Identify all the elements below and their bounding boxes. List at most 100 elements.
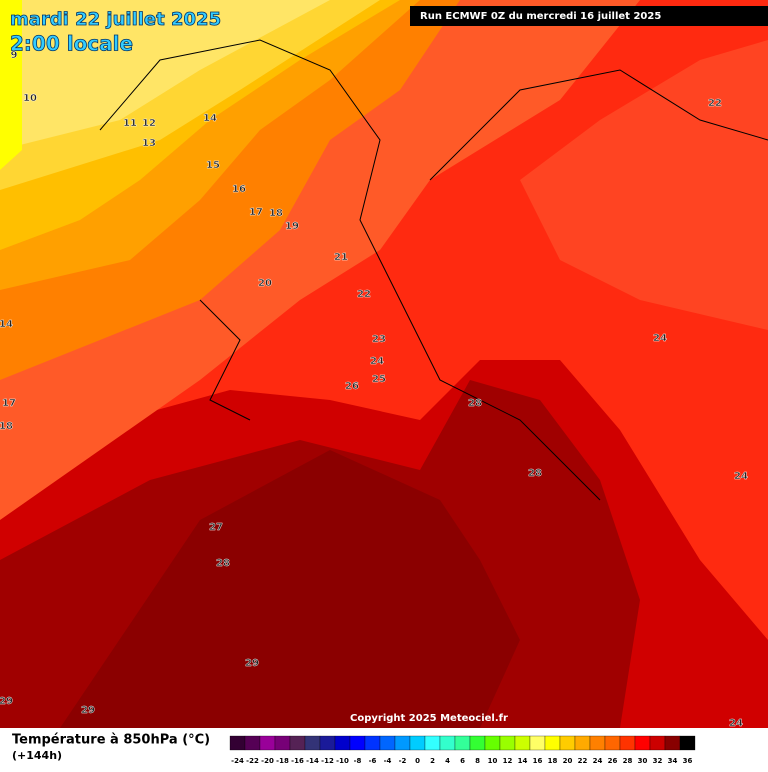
contour-label: 12 xyxy=(142,118,156,129)
legend-swatch xyxy=(364,735,381,751)
footer-title: Température à 850hPa (°C) xyxy=(12,733,210,748)
contour-label: 24 xyxy=(653,333,667,344)
legend-label: 8 xyxy=(475,757,480,765)
legend-label: -14 xyxy=(306,757,319,765)
contour-label: 16 xyxy=(232,184,246,195)
contour-label: 19 xyxy=(285,221,299,232)
contour-label: 9 xyxy=(11,50,18,61)
legend-swatch xyxy=(604,735,621,751)
legend-swatch xyxy=(439,735,456,751)
legend-swatch xyxy=(634,735,651,751)
contour-label: 18 xyxy=(0,421,13,432)
legend-swatch xyxy=(274,735,291,751)
legend-swatch xyxy=(544,735,561,751)
contour-label: 22 xyxy=(357,289,371,300)
legend-swatch xyxy=(379,735,396,751)
contour-label: 24 xyxy=(734,471,748,482)
contour-label: 27 xyxy=(209,522,223,533)
contour-label: 23 xyxy=(372,334,386,345)
legend-label: -6 xyxy=(369,757,377,765)
contour-label: 29 xyxy=(81,705,95,716)
legend-label: 22 xyxy=(578,757,588,765)
contour-label: 24 xyxy=(729,718,743,729)
contour-label: 14 xyxy=(0,319,13,330)
contour-label: 13 xyxy=(142,138,156,149)
contour-label: 28 xyxy=(216,558,230,569)
legend-label: -10 xyxy=(336,757,349,765)
legend-label: 28 xyxy=(623,757,633,765)
contour-label: 21 xyxy=(334,252,348,263)
legend-swatch xyxy=(454,735,471,751)
contour-label: 29 xyxy=(245,658,259,669)
legend-swatch xyxy=(619,735,636,751)
contour-label: 10 xyxy=(23,93,37,104)
legend-swatch xyxy=(499,735,516,751)
footer-lead: (+144h) xyxy=(12,749,62,762)
legend-label: 36 xyxy=(683,757,693,765)
contour-label: 29 xyxy=(0,696,13,707)
legend-label: -18 xyxy=(276,757,289,765)
legend-label: 32 xyxy=(653,757,663,765)
legend-swatch xyxy=(304,735,321,751)
legend-label: 18 xyxy=(548,757,558,765)
legend-swatch xyxy=(484,735,501,751)
legend-swatch xyxy=(424,735,441,751)
legend-swatch xyxy=(514,735,531,751)
legend-swatch xyxy=(649,735,666,751)
legend-swatch xyxy=(679,735,696,751)
legend-swatch xyxy=(289,735,306,751)
legend-label: 0 xyxy=(415,757,420,765)
map-time: 2:00 locale xyxy=(10,32,133,56)
legend-swatch xyxy=(394,735,411,751)
legend-label: 6 xyxy=(460,757,465,765)
legend-label: 30 xyxy=(638,757,648,765)
legend-swatch xyxy=(259,735,276,751)
legend-label: 10 xyxy=(488,757,498,765)
legend-label: -16 xyxy=(291,757,304,765)
map-date: mardi 22 juillet 2025 xyxy=(10,9,221,30)
legend-swatch xyxy=(334,735,351,751)
contour-label: 18 xyxy=(269,208,283,219)
legend-label: 26 xyxy=(608,757,618,765)
legend-swatch xyxy=(529,735,546,751)
legend-label: -4 xyxy=(384,757,392,765)
legend-swatch xyxy=(349,735,366,751)
legend-label: -20 xyxy=(261,757,274,765)
contour-label: 26 xyxy=(345,381,359,392)
legend-label: 14 xyxy=(518,757,528,765)
contour-label: 28 xyxy=(468,398,482,409)
legend-swatch xyxy=(409,735,426,751)
copyright: Copyright 2025 Meteociel.fr xyxy=(350,713,508,724)
contour-label: 11 xyxy=(123,118,137,129)
legend-label: 20 xyxy=(563,757,573,765)
contour-label: 17 xyxy=(2,398,16,409)
legend-swatch xyxy=(319,735,336,751)
legend-swatch xyxy=(229,735,246,751)
contour-label: 17 xyxy=(249,207,263,218)
legend-swatch xyxy=(589,735,606,751)
legend-swatch xyxy=(664,735,681,751)
legend-swatch xyxy=(244,735,261,751)
legend-label: 16 xyxy=(533,757,543,765)
legend-label: -2 xyxy=(399,757,407,765)
contour-label: 24 xyxy=(370,356,384,367)
legend-swatch xyxy=(469,735,486,751)
legend-swatch xyxy=(574,735,591,751)
contour-label: 22 xyxy=(708,98,722,109)
contour-label: 20 xyxy=(258,278,272,289)
contour-label: 14 xyxy=(203,113,217,124)
legend-label: 2 xyxy=(430,757,435,765)
legend-label: -24 xyxy=(231,757,244,765)
legend-label: 34 xyxy=(668,757,678,765)
contour-label: 28 xyxy=(528,468,542,479)
legend-swatch xyxy=(559,735,576,751)
run-label: Run ECMWF 0Z du mercredi 16 juillet 2025 xyxy=(420,11,661,22)
legend-label: 24 xyxy=(593,757,603,765)
contour-label: 15 xyxy=(206,160,220,171)
legend-label: -22 xyxy=(246,757,259,765)
legend-label: 12 xyxy=(503,757,513,765)
legend-label: 4 xyxy=(445,757,450,765)
